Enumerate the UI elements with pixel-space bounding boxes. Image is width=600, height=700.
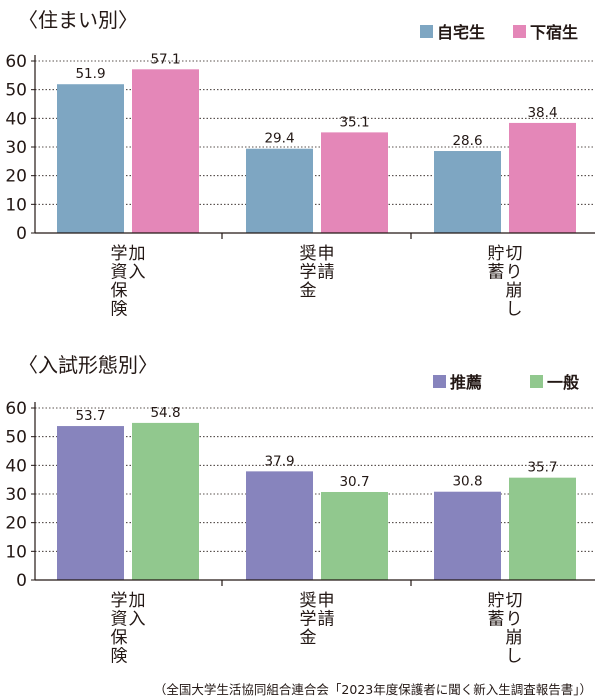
legend-label: 自宅生: [437, 23, 485, 42]
legend-label: 下宿生: [530, 23, 578, 42]
y-tick-label: 50: [5, 81, 27, 101]
admission-bar-chart: 0 10 20 30 40 50 60 53.7 37.9 30.8 54.8 30.7 35.7 加入学…: [5, 373, 595, 667]
bar-自宅生-1: [246, 148, 313, 233]
bar-一般-0: [132, 422, 199, 580]
bar-自宅生-2: [434, 151, 501, 233]
legend-label: 一般: [547, 373, 579, 392]
data-label: 38.4: [527, 105, 557, 121]
bar-自宅生-0: [57, 84, 124, 233]
data-label: 37.9: [264, 453, 294, 469]
y-tick-label: 0: [16, 224, 27, 244]
bar-一般-1: [321, 491, 388, 580]
y-tick-label: 20: [5, 514, 27, 534]
bar-推薦-0: [57, 426, 124, 580]
category-label: 申請: [318, 244, 335, 283]
legend-swatch: [433, 375, 446, 388]
data-label: 54.8: [150, 405, 180, 421]
bar-推薦-1: [246, 471, 313, 580]
y-tick-label: 20: [5, 167, 27, 187]
data-label: 28.6: [452, 133, 482, 149]
bar-下宿生-2: [509, 122, 576, 233]
y-tick-label: 10: [5, 195, 27, 215]
y-tick-label: 60: [5, 52, 27, 72]
data-label: 53.7: [75, 408, 105, 424]
y-tick-label: 50: [5, 428, 27, 448]
y-tick-label: 40: [5, 456, 27, 476]
chart-title-residence: 〈住まい別〉: [18, 8, 138, 32]
data-label: 30.8: [452, 474, 482, 490]
data-label: 29.4: [264, 131, 294, 147]
data-label: 30.7: [339, 474, 369, 490]
data-label: 35.1: [339, 114, 369, 130]
chart-title-admission: 〈入試形態別〉: [18, 353, 158, 377]
bar-一般-2: [509, 477, 576, 580]
legend-swatch: [530, 375, 543, 388]
category-label: 奨学金: [300, 591, 317, 648]
data-label: 35.7: [527, 460, 557, 476]
y-tick-label: 0: [16, 571, 27, 591]
legend-swatch: [420, 25, 433, 38]
bar-下宿生-0: [132, 69, 199, 234]
category-label: 申請: [318, 591, 335, 630]
category-label: 貯蓄: [488, 591, 505, 630]
category-label: 切り崩し: [506, 244, 523, 320]
bar-推薦-2: [434, 491, 501, 580]
y-tick-label: 60: [5, 399, 27, 419]
bar-下宿生-1: [321, 132, 388, 233]
legend-swatch: [513, 25, 526, 38]
y-tick-label: 30: [5, 485, 27, 505]
category-label: 学資保険: [111, 244, 128, 320]
data-label: 57.1: [150, 51, 180, 67]
y-tick-label: 30: [5, 138, 27, 158]
data-label: 51.9: [75, 66, 105, 82]
legend-label: 推薦: [450, 373, 482, 392]
y-tick-label: 10: [5, 542, 27, 562]
category-label: 奨学金: [300, 244, 317, 301]
category-label: 加入: [129, 591, 146, 630]
category-label: 切り崩し: [506, 591, 523, 667]
category-label: 学資保険: [111, 591, 128, 667]
source-note: （全国大学生活協同組合連合会「2023年度保護者に聞く新入生調査報告書」）: [153, 682, 592, 697]
category-label: 加入: [129, 244, 146, 283]
y-tick-label: 40: [5, 109, 27, 129]
category-label: 貯蓄: [488, 244, 505, 283]
residence-bar-chart: 0 10 20 30 40 50 60 51.9 29.4 28.6 57.1 35.1 38.4 加入学…: [5, 23, 595, 320]
